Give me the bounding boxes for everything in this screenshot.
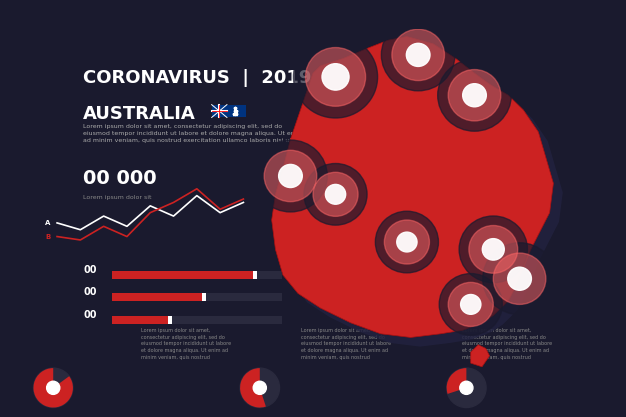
- Circle shape: [253, 381, 266, 394]
- Text: 00 000: 00 000: [83, 169, 156, 188]
- Circle shape: [47, 381, 60, 394]
- FancyBboxPatch shape: [112, 271, 257, 279]
- Text: Lorem ipsum dolor sit amet,
consectetur adipiscing elit, sed do
eiusmod tempor i: Lorem ipsum dolor sit amet, consectetur …: [141, 328, 232, 359]
- FancyBboxPatch shape: [168, 316, 172, 324]
- Circle shape: [397, 232, 417, 252]
- Text: A: A: [46, 220, 51, 226]
- Circle shape: [376, 211, 438, 273]
- Circle shape: [469, 226, 518, 273]
- FancyBboxPatch shape: [112, 316, 172, 324]
- Circle shape: [384, 220, 429, 264]
- Circle shape: [483, 243, 557, 315]
- Circle shape: [446, 368, 486, 407]
- Text: B: B: [46, 234, 51, 239]
- Polygon shape: [471, 345, 490, 367]
- Text: AUSTRALIA: AUSTRALIA: [83, 105, 196, 123]
- Circle shape: [313, 172, 358, 216]
- Circle shape: [493, 253, 546, 304]
- Circle shape: [322, 64, 349, 90]
- Text: 00: 00: [83, 265, 96, 275]
- Circle shape: [459, 216, 528, 283]
- Circle shape: [459, 381, 473, 394]
- Text: Lorem ipsum dolor sit amet,
consectetur adipiscing elit, sed do
eiusmod tempor i: Lorem ipsum dolor sit amet, consectetur …: [461, 328, 552, 359]
- Circle shape: [448, 70, 501, 121]
- Wedge shape: [34, 368, 73, 407]
- Circle shape: [254, 140, 327, 212]
- FancyBboxPatch shape: [253, 271, 257, 279]
- Text: Lorem ipsum dolor sit: Lorem ipsum dolor sit: [83, 194, 151, 199]
- Text: CORONAVIRUS  |  2019 NCOV: CORONAVIRUS | 2019 NCOV: [83, 69, 374, 87]
- Text: 00: 00: [83, 287, 96, 297]
- Circle shape: [304, 163, 367, 225]
- Circle shape: [482, 239, 505, 260]
- Polygon shape: [272, 37, 553, 337]
- FancyBboxPatch shape: [112, 294, 205, 301]
- Text: Lorem ipsum dolor sit amet,
consectetur adipiscing elit, sed do
eiusmod tempor i: Lorem ipsum dolor sit amet, consectetur …: [301, 328, 391, 359]
- Wedge shape: [447, 368, 466, 394]
- Circle shape: [438, 59, 511, 131]
- Circle shape: [508, 267, 531, 290]
- Circle shape: [305, 48, 366, 106]
- Circle shape: [240, 368, 279, 407]
- Wedge shape: [240, 368, 266, 407]
- FancyBboxPatch shape: [212, 105, 245, 118]
- Circle shape: [294, 36, 377, 118]
- Circle shape: [279, 164, 302, 188]
- Circle shape: [439, 274, 502, 335]
- Circle shape: [448, 282, 493, 327]
- Circle shape: [463, 84, 486, 107]
- Circle shape: [392, 29, 444, 80]
- Text: Lorem ipsum dolor sit amet, consectetur adipiscing elit, sed do
eiusmod tempor i: Lorem ipsum dolor sit amet, consectetur …: [83, 124, 303, 143]
- Circle shape: [326, 184, 346, 204]
- FancyBboxPatch shape: [112, 316, 282, 324]
- Circle shape: [461, 294, 481, 314]
- FancyBboxPatch shape: [202, 294, 205, 301]
- FancyBboxPatch shape: [112, 294, 282, 301]
- FancyBboxPatch shape: [112, 271, 282, 279]
- Text: 00: 00: [83, 310, 96, 320]
- Polygon shape: [281, 46, 563, 347]
- Circle shape: [381, 19, 455, 91]
- Circle shape: [34, 368, 73, 407]
- Circle shape: [406, 43, 430, 66]
- Circle shape: [264, 150, 317, 202]
